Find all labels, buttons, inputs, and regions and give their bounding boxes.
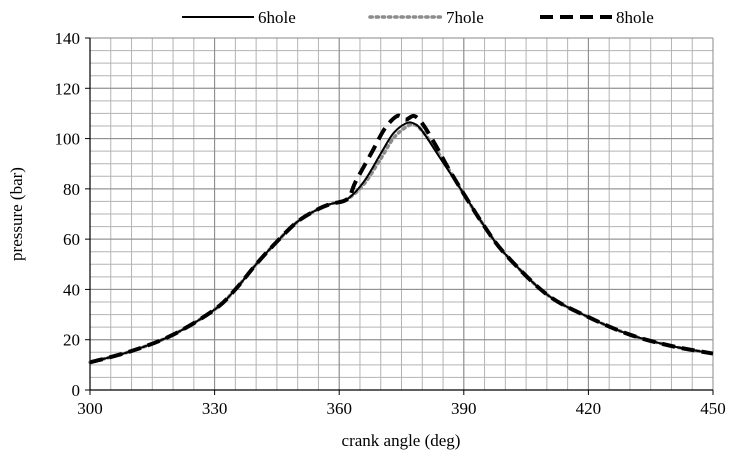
x-tick-label: 390 <box>451 399 477 418</box>
legend-item-8hole: 8hole <box>540 8 654 27</box>
legend-label-8hole: 8hole <box>616 8 654 27</box>
x-tick-label: 450 <box>700 399 726 418</box>
legend-label-7hole: 7hole <box>446 8 484 27</box>
x-tick-label: 420 <box>576 399 602 418</box>
x-tick-label: 300 <box>77 399 103 418</box>
y-tick-label: 80 <box>63 180 80 199</box>
legend-item-6hole: 6hole <box>182 8 296 27</box>
x-tick-label: 330 <box>202 399 228 418</box>
legend-item-7hole: 7hole <box>368 8 484 27</box>
y-tick-label: 40 <box>63 280 80 299</box>
x-tick-label: 360 <box>326 399 352 418</box>
x-axis-title: crank angle (deg) <box>342 431 461 450</box>
y-tick-label: 120 <box>55 79 81 98</box>
y-tick-label: 100 <box>55 130 81 149</box>
legend: 6hole 7hole 8hole <box>182 8 654 27</box>
axes: 300 330 360 390 420 450 0 20 40 60 80 100 120 140 <box>55 29 726 418</box>
y-tick-label: 0 <box>72 381 81 400</box>
y-axis-title: pressure (bar) <box>7 167 26 261</box>
legend-label-6hole: 6hole <box>258 8 296 27</box>
y-tick-label: 60 <box>63 230 80 249</box>
series-line-8hole <box>89 113 714 365</box>
y-tick-label: 140 <box>55 29 81 48</box>
y-tick-label: 20 <box>63 331 80 350</box>
grid <box>89 37 714 391</box>
series-lines <box>88 113 715 365</box>
